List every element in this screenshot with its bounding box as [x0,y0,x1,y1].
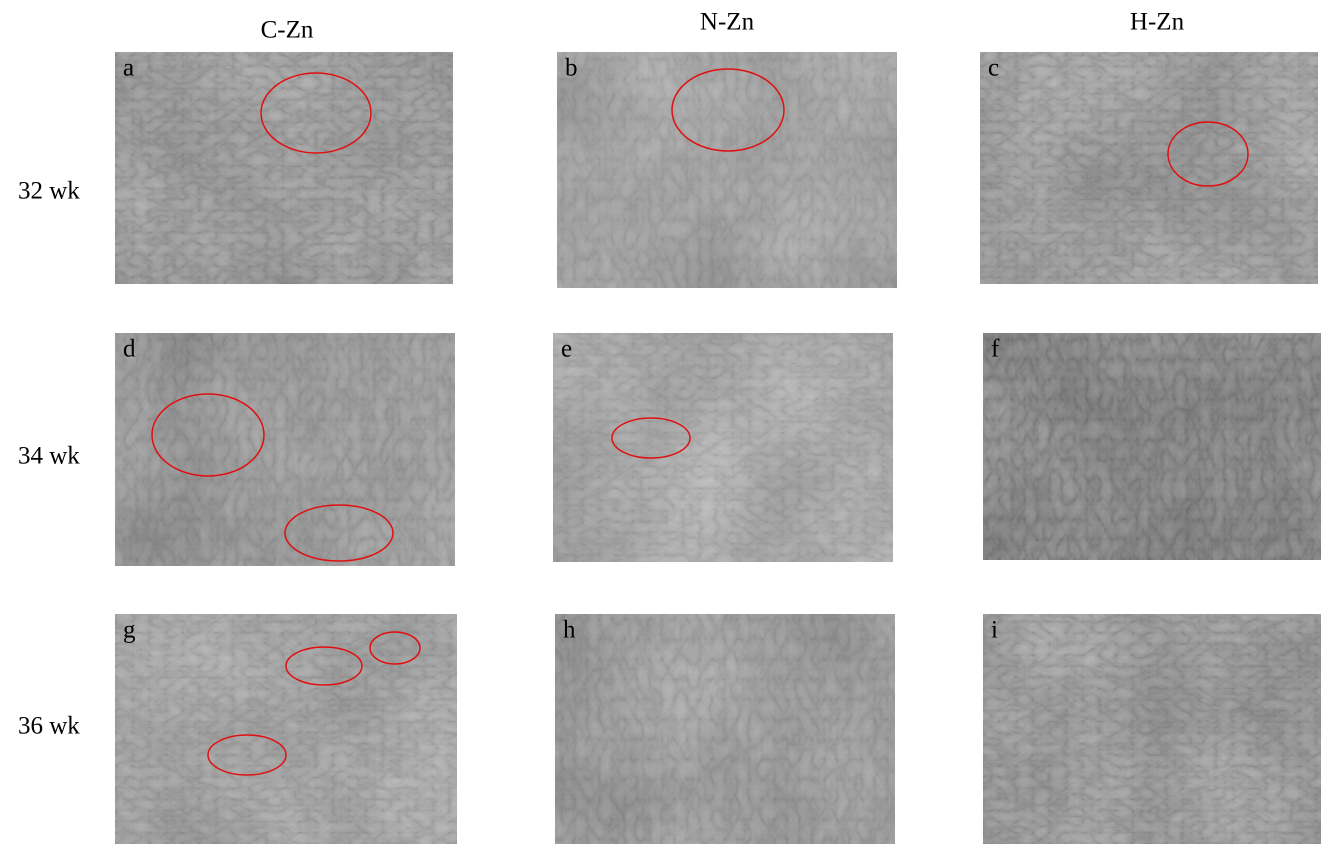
panel-label: e [561,336,572,363]
panel-label: b [565,55,578,82]
image-shading [983,333,1321,560]
image-shading [555,614,895,844]
image-shading [115,52,453,284]
micrograph: g [115,614,457,844]
panel-label: d [123,336,136,363]
column-header: C-Zn [261,17,314,44]
column-header: N-Zn [700,9,755,36]
row-label: 34 wk [18,443,80,470]
panel-label: f [991,336,1000,363]
micrograph: b [557,52,897,288]
column-header: H-Zn [1130,9,1185,36]
image-shading [980,52,1318,284]
micrograph: i [983,614,1321,844]
panels: a b c d e f g h i [115,52,1321,844]
image-shading [983,614,1321,844]
image-shading [553,333,893,562]
image-shading [115,614,457,844]
micrograph: e [553,333,893,562]
micrograph: f [983,333,1321,560]
panel-label: g [123,617,136,644]
micrograph: c [980,52,1318,284]
micrograph: a [115,52,453,284]
image-shading [557,52,897,288]
micrograph: h [555,614,895,844]
row-label: 36 wk [18,713,80,740]
panel-label: a [123,55,134,82]
panel-label: i [991,617,998,644]
row-label: 32 wk [18,178,80,205]
figure: a b c d e f g h i C-Zn N-Zn H-Zn 32 wk 34 wk 36 wk [0,0,1325,844]
panel-label: c [988,55,999,82]
panel-label: h [563,617,576,644]
